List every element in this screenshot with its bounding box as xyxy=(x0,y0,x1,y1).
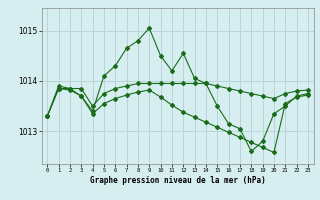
X-axis label: Graphe pression niveau de la mer (hPa): Graphe pression niveau de la mer (hPa) xyxy=(90,176,266,185)
